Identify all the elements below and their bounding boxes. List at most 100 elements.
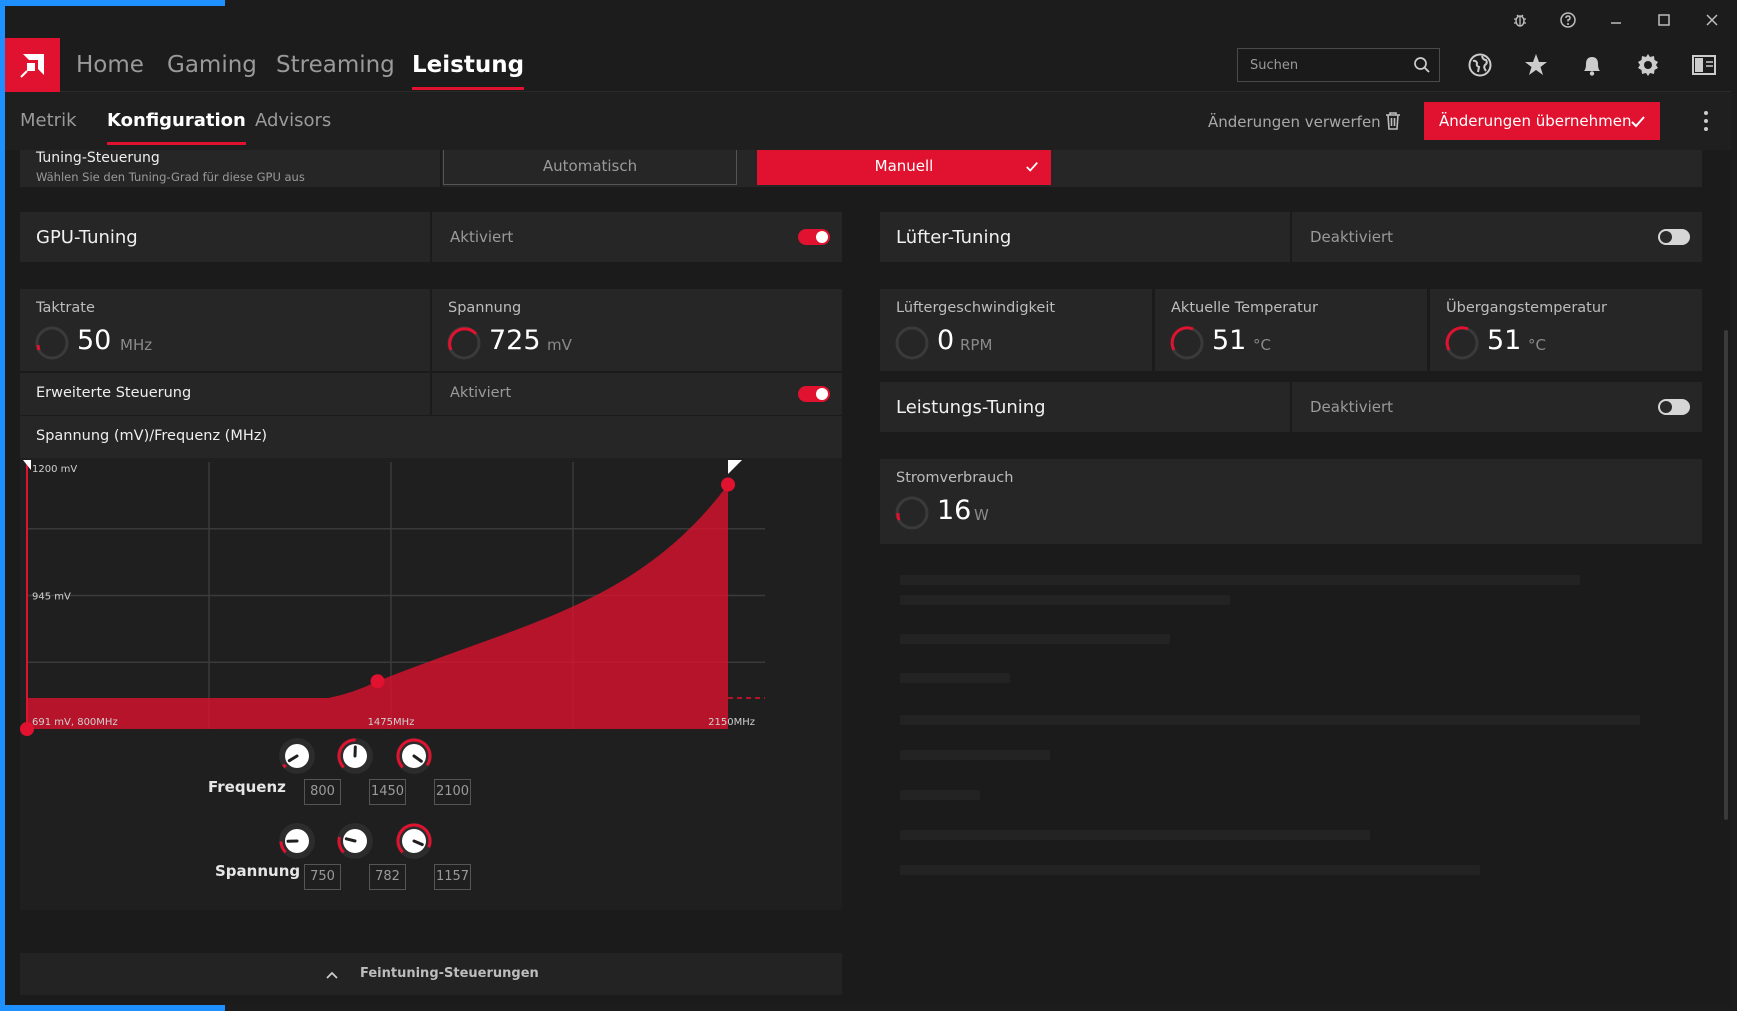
gear-icon[interactable] <box>1635 52 1663 80</box>
junction-temp-metric: Übergangstemperatur 51 °C <box>1430 289 1702 371</box>
curve-point-mid <box>370 674 385 689</box>
voltage-knob-2-arc <box>337 836 345 854</box>
fine-tuning-label: Feintuning-Steuerungen <box>360 966 539 981</box>
trash-icon[interactable] <box>1384 111 1402 135</box>
voltage-gauge-icon <box>447 326 481 360</box>
voltage-value: 725 <box>489 325 541 356</box>
nav-gaming[interactable]: Gaming <box>167 52 257 78</box>
vf-curve-svg[interactable]: 1200 mV 945 mV 691 mV, 800MHz 1475MHz 2150MH… <box>20 458 842 910</box>
discard-changes-button[interactable]: Änderungen verwerfen <box>1208 113 1381 131</box>
amd-logo[interactable] <box>5 38 60 92</box>
apply-changes-button[interactable]: Änderungen übernehmen <box>1424 102 1660 140</box>
minimize-icon[interactable] <box>1605 11 1627 33</box>
star-icon[interactable] <box>1523 52 1551 80</box>
faded-background-line <box>900 790 980 800</box>
search-input[interactable] <box>1250 55 1400 75</box>
search-icon[interactable] <box>1413 56 1431 78</box>
current-temp-value: 51 <box>1212 325 1247 356</box>
frequency-knob-1-pointer <box>287 754 299 763</box>
manual-label: Manuell <box>874 157 934 175</box>
main-nav: Home Gaming Streaming Leistung <box>5 38 1731 92</box>
current-temp-unit: °C <box>1253 336 1271 354</box>
globe-icon[interactable] <box>1467 52 1495 80</box>
desktop-edge-top <box>0 0 225 6</box>
title-bar <box>5 6 1731 38</box>
power-draw-unit: W <box>974 506 989 524</box>
sidebar-icon[interactable] <box>1691 52 1719 80</box>
curve-point-start <box>20 722 34 736</box>
gpu-tuning-state: Aktiviert <box>450 228 514 246</box>
y-tick-label: 945 mV <box>32 592 71 603</box>
junction-temp-gauge-icon <box>1445 326 1479 360</box>
frequency-value-3[interactable]: 2100 <box>434 779 471 805</box>
divider <box>1290 382 1292 432</box>
advanced-control-row: Erweiterte Steuerung Aktiviert <box>20 373 842 415</box>
automatic-button[interactable]: Automatisch <box>443 150 737 185</box>
gpu-tuning-toggle[interactable] <box>798 229 830 245</box>
power-draw-gauge-icon <box>895 496 929 530</box>
power-tuning-toggle[interactable] <box>1658 399 1690 415</box>
vf-curve-area <box>27 484 729 729</box>
gpu-tuning-header: GPU-Tuning Aktiviert <box>20 212 842 262</box>
nav-streaming[interactable]: Streaming <box>276 52 395 78</box>
frequency-knob-1-arc <box>282 763 287 769</box>
divider <box>430 373 432 415</box>
current-temp-metric: Aktuelle Temperatur 51 °C <box>1155 289 1427 371</box>
voltage-value-3[interactable]: 1157 <box>434 864 471 890</box>
voltage-label: Spannung <box>215 862 301 880</box>
x-tick-label: 2150MHz <box>708 717 755 728</box>
fan-speed-label: Lüftergeschwindigkeit <box>896 300 1056 316</box>
max-marker-left <box>23 460 31 470</box>
desktop-edge-bottom <box>0 1005 225 1011</box>
maximize-icon[interactable] <box>1653 11 1675 33</box>
frequency-knob-3-arc <box>396 738 432 769</box>
apply-changes-label: Änderungen übernehmen <box>1439 112 1632 130</box>
checkmark-icon <box>1630 102 1646 140</box>
desktop-edge <box>0 0 5 1011</box>
fan-tuning-toggle[interactable] <box>1658 229 1690 245</box>
advanced-control-toggle[interactable] <box>798 386 830 402</box>
bell-icon[interactable] <box>1579 52 1607 80</box>
voltage-metric: Spannung 725 mV <box>432 289 842 371</box>
fan-tuning-state: Deaktiviert <box>1310 228 1394 246</box>
manual-button[interactable]: Manuell <box>757 150 1051 185</box>
sub-nav: Metrik Konfiguration Advisors Änderungen… <box>5 92 1731 150</box>
vf-curve-title: Spannung (mV)/Frequenz (MHz) <box>36 428 268 444</box>
tuning-control-title: Tuning-Steuerung <box>36 150 160 166</box>
y-tick-label: 1200 mV <box>32 464 77 475</box>
nav-home[interactable]: Home <box>76 52 144 78</box>
fan-speed-unit: RPM <box>960 336 993 354</box>
tab-advisors[interactable]: Advisors <box>255 110 332 131</box>
faded-background-line <box>900 673 1010 683</box>
close-icon[interactable] <box>1701 11 1723 33</box>
power-tuning-title: Leistungs-Tuning <box>896 397 1046 418</box>
chevron-up-icon <box>325 966 339 985</box>
faded-background-line <box>900 830 1370 840</box>
clock-gauge-icon <box>35 326 69 360</box>
fine-tuning-row[interactable]: Feintuning-Steuerungen <box>20 953 842 995</box>
voltage-knob-1-arc <box>279 841 287 854</box>
nav-leistung[interactable]: Leistung <box>412 52 525 90</box>
divider <box>430 212 432 262</box>
voltage-value-1[interactable]: 750 <box>304 864 341 890</box>
divider <box>1290 212 1292 262</box>
power-draw-value: 16 <box>937 495 972 526</box>
voltage-value-2[interactable]: 782 <box>369 864 406 890</box>
more-options-icon[interactable] <box>1703 111 1709 131</box>
tab-metrik[interactable]: Metrik <box>20 110 77 131</box>
frequency-value-1[interactable]: 800 <box>304 779 341 805</box>
junction-temp-label: Übergangstemperatur <box>1446 300 1608 316</box>
frequency-value-2[interactable]: 1450 <box>369 779 406 805</box>
clock-label: Taktrate <box>36 300 95 316</box>
power-draw-metric: Stromverbrauch 16 W <box>880 459 1702 544</box>
help-icon[interactable] <box>1557 11 1579 33</box>
tab-konfiguration[interactable]: Konfiguration <box>107 110 246 145</box>
vf-curve-chart: 1200 mV 945 mV 691 mV, 800MHz 1475MHz 2150MH… <box>20 458 842 910</box>
gpu-tuning-title: GPU-Tuning <box>36 227 138 248</box>
curve-point-end <box>721 477 736 492</box>
bug-icon[interactable] <box>1509 11 1531 33</box>
fan-speed-gauge-icon <box>895 326 929 360</box>
scrollbar[interactable] <box>1722 150 1731 1005</box>
fan-speed-metric: Lüftergeschwindigkeit 0 RPM <box>880 289 1152 371</box>
scrollbar-thumb[interactable] <box>1724 330 1728 820</box>
